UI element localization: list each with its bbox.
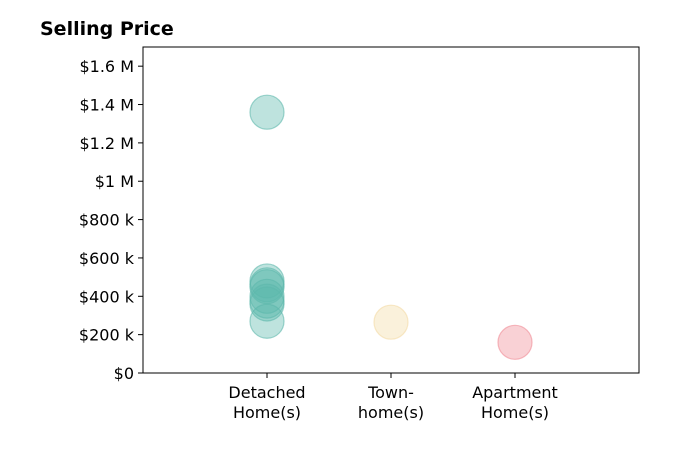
y-tick-label: $1.2 M <box>79 134 134 153</box>
x-tick-label: Detached <box>228 383 305 402</box>
y-tick-label: $800 k <box>79 211 135 230</box>
y-axis: $0 $200 k $400 k $600 k $800 k $1 M $1.2 M $1.4… <box>79 57 143 383</box>
y-tick-label: $1.4 M <box>79 96 134 115</box>
x-axis: DetachedHome(s)Town-home(s)ApartmentHome… <box>228 373 558 422</box>
y-tick-label: $0 <box>114 364 134 383</box>
data-point <box>249 303 285 339</box>
data-point <box>249 278 285 314</box>
y-tick-label: $1 M <box>95 172 134 191</box>
data-point <box>373 304 409 340</box>
y-tick-label: $1.6 M <box>79 57 134 76</box>
data-point <box>497 324 533 360</box>
x-tick-label: Home(s) <box>481 403 549 422</box>
points-layer <box>249 94 533 360</box>
y-tick-label: $200 k <box>79 326 135 345</box>
chart-title: Selling Price <box>40 18 174 40</box>
x-tick-label: Home(s) <box>233 403 301 422</box>
x-tick-label: Town- <box>367 383 414 402</box>
y-tick-label: $400 k <box>79 287 135 306</box>
x-tick-label: home(s) <box>358 403 424 422</box>
y-tick-label: $600 k <box>79 249 135 268</box>
data-point <box>249 94 285 130</box>
x-tick-label: Apartment <box>472 383 558 402</box>
